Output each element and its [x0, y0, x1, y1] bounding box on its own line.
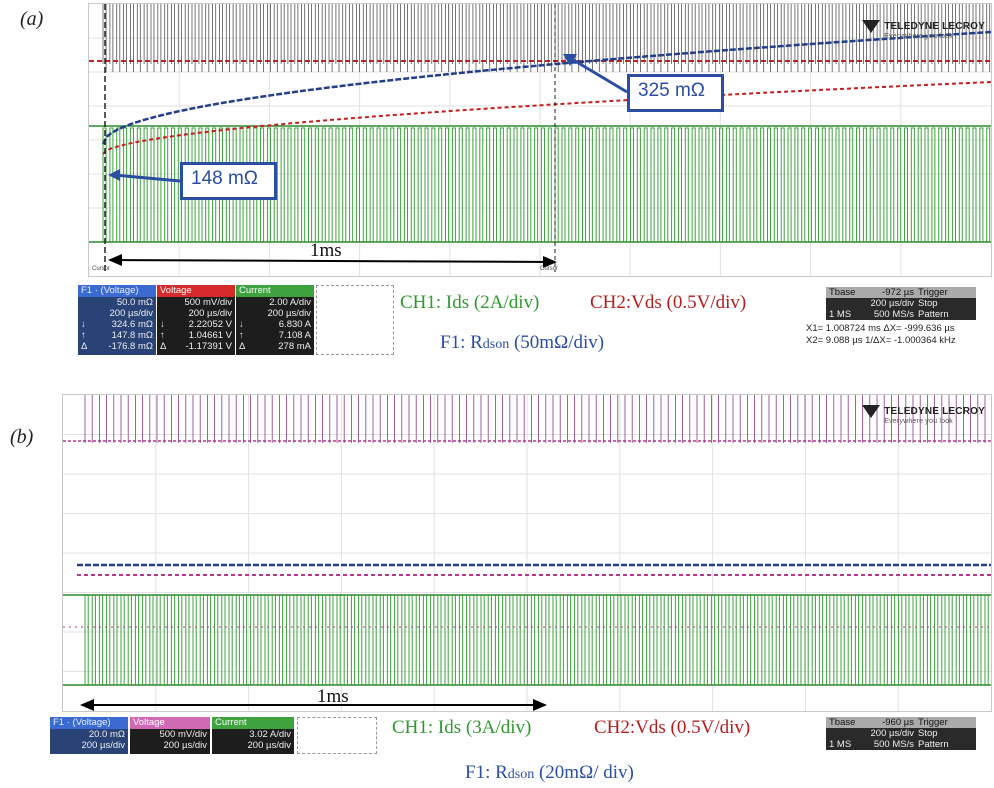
legend-ch2-a: CH2:Vds (0.5V/div) [590, 292, 747, 313]
measure-row: ↑ 147.8 mΩ [81, 330, 153, 341]
measure-header: Current [212, 717, 294, 729]
timebase-row: Tbase -960 µs Trigger [826, 717, 976, 728]
legend-ch1-a: CH1: Ids (2A/div) [400, 292, 540, 313]
timebase-row: 200 µs/div Stop [870, 728, 938, 739]
empty-measure-slot-b [297, 717, 377, 754]
cursor-readout-x1: X1= 1.008724 ms ΔX= -999.636 µs [806, 323, 955, 334]
rdson-trace [101, 30, 991, 145]
scope-screen-a: TELEDYNE LECROY Everywhere you look [88, 3, 992, 277]
measure-row: 500 mV/div [159, 729, 207, 740]
logo-b: TELEDYNE LECROY Everywhere you look [862, 405, 985, 425]
panel-label-b: (b) [10, 426, 34, 448]
empty-measure-slot-a [316, 285, 394, 355]
measure-box-f1-b[interactable]: F1 · (Voltage) 20.0 mΩ 200 µs/div [50, 717, 128, 754]
teledyne-logo-icon [862, 20, 881, 33]
legend-f1-a: F1: Rdson (50mΩ/div) [440, 332, 605, 353]
measure-row: ↑ 1.04661 V [160, 330, 232, 341]
logo-brand-a: TELEDYNE LECROY [884, 21, 985, 33]
callout-325: 325 mΩ [627, 74, 724, 112]
measure-row: 20.0 mΩ [88, 729, 125, 740]
scope-plot-b [63, 395, 991, 711]
measure-header: F1 · (Voltage) [78, 285, 156, 297]
logo-a: TELEDYNE LECROY Everywhere you look [862, 20, 985, 40]
measure-header: Current [236, 285, 314, 297]
cursor-label-1: Cursor [92, 266, 111, 272]
measure-box-voltage-b[interactable]: Voltage 500 mV/div 200 µs/div [130, 717, 210, 754]
span-label-b: 1ms [317, 686, 349, 707]
logo-tagline-b: Everywhere you look [884, 418, 953, 425]
cursor-label-2: Cursor [540, 266, 559, 272]
scope-plot-a [89, 4, 991, 276]
voltage-spikes [84, 395, 986, 443]
measure-row: 200 µs/div [109, 308, 154, 319]
legend-ch1-b: CH1: Ids (3A/div) [392, 717, 532, 738]
measure-row: 200 µs/div [81, 740, 126, 751]
timebase-row: 1 MS 500 MS/s Pattern [829, 309, 949, 320]
measure-box-current-b[interactable]: Current 3.02 A/div 200 µs/div [212, 717, 294, 754]
measure-header: Voltage [157, 285, 235, 297]
measure-box-voltage-a[interactable]: Voltage 500 mV/div 200 µs/div ↓ 2.22052 V… [157, 285, 235, 355]
voltage-trace [102, 81, 991, 155]
measure-row: ↓ 6.830 A [239, 319, 311, 330]
measure-row: Δ 278 mA [239, 341, 311, 352]
measure-row: 200 µs/div [163, 740, 208, 751]
logo-brand-b: TELEDYNE LECROY [884, 406, 985, 418]
measure-row: ↑ 7.108 A [239, 330, 311, 341]
teledyne-logo-icon [862, 405, 881, 418]
measure-row: ↓ 2.22052 V [160, 319, 232, 330]
measure-box-current-a[interactable]: Current 2.00 A/div 200 µs/div ↓ 6.830 A ↑… [236, 285, 314, 355]
measure-row: ↓ 324.6 mΩ [81, 319, 153, 330]
measure-row: 200 µs/div [267, 308, 312, 319]
measure-header: F1 · (Voltage) [50, 717, 128, 729]
logo-tagline-a: Everywhere you look [884, 33, 953, 40]
measure-row: 3.02 A/div [249, 729, 291, 740]
measure-row: 200 µs/div [188, 308, 233, 319]
cursor-readout-x2: X2= 9.088 µs 1/ΔX= -1.000364 kHz [806, 335, 956, 346]
measure-header: Voltage [130, 717, 210, 729]
legend-f1-b: F1: Rdson (20mΩ/ div) [465, 762, 634, 783]
panel-label-a: (a) [20, 8, 44, 30]
callout-148: 148 mΩ [180, 162, 277, 200]
measure-row: 50.0 mΩ [116, 297, 153, 308]
measure-row: Δ -1.17391 V [160, 341, 232, 352]
measure-box-f1-a[interactable]: F1 · (Voltage) 50.0 mΩ 200 µs/div ↓ 324.6… [78, 285, 156, 355]
measure-row: Δ -176.8 mΩ [81, 341, 153, 352]
measure-row: 2.00 A/div [269, 297, 311, 308]
legend-ch2-b: CH2:Vds (0.5V/div) [594, 717, 751, 738]
timebase-row: Tbase -972 µs Trigger [826, 287, 976, 298]
measure-row: 500 mV/div [184, 297, 232, 308]
timebase-box-b[interactable]: Tbase -960 µs Trigger 200 µs/div Stop 1 MS 5… [826, 717, 976, 750]
timebase-row: 1 MS 500 MS/s Pattern [829, 739, 949, 750]
measure-row: 200 µs/div [247, 740, 292, 751]
timebase-row: 200 µs/div Stop [870, 298, 938, 309]
timebase-box-a[interactable]: Tbase -972 µs Trigger 200 µs/div Stop 1 MS 5… [826, 287, 976, 320]
scope-screen-b: TELEDYNE LECROY Everywhere you look [62, 394, 992, 712]
span-label-a: 1ms [310, 240, 342, 261]
